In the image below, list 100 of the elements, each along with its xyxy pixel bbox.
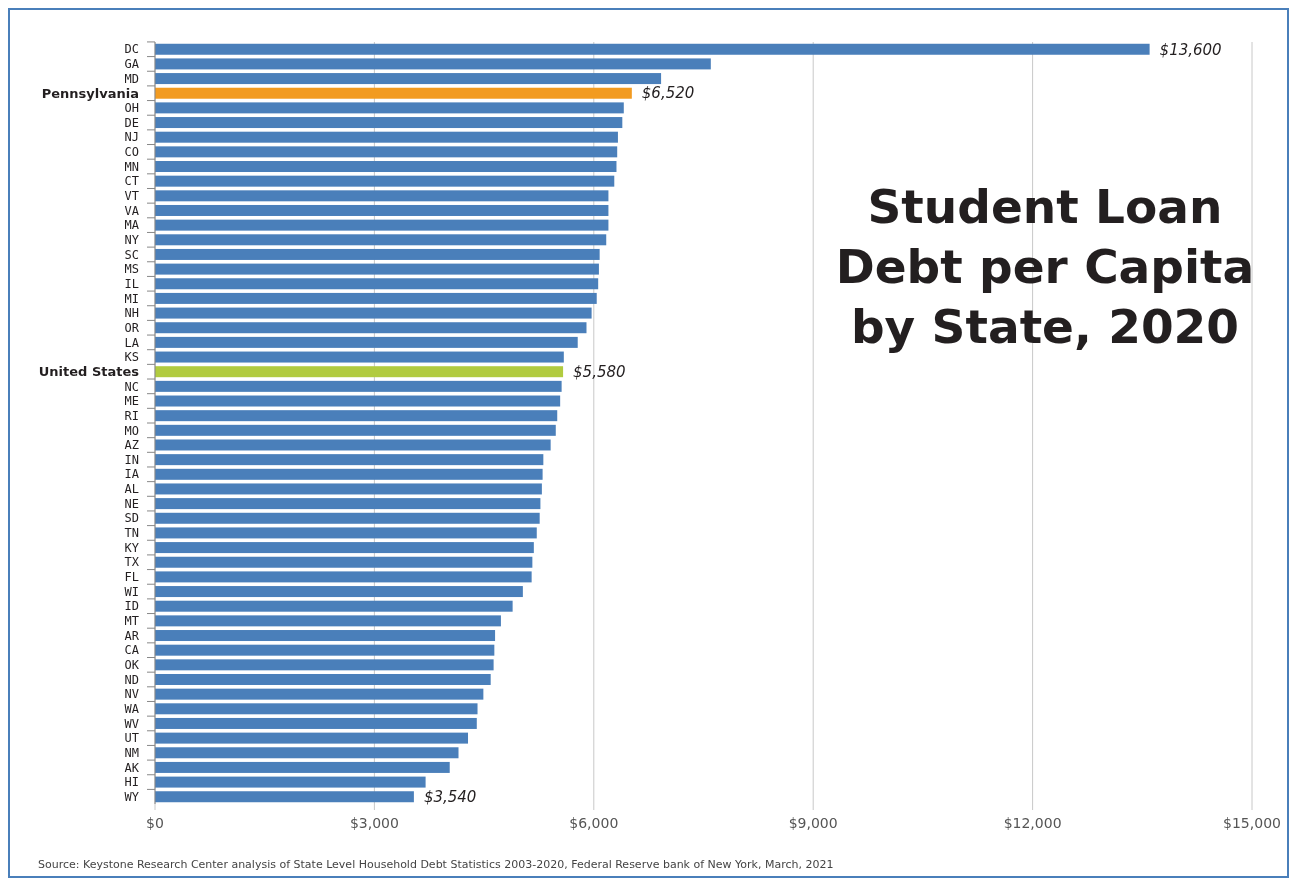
y-tick-label: VA — [124, 203, 140, 218]
data-label: $13,600 — [1159, 40, 1222, 59]
y-tick-label: GA — [124, 57, 140, 72]
y-tick-label: NV — [124, 687, 139, 702]
x-tick-label: $6,000 — [569, 815, 619, 831]
y-tick-label: KY — [124, 540, 140, 555]
bar — [155, 278, 599, 290]
bar — [155, 204, 609, 216]
bar — [155, 366, 564, 378]
y-tick-label: TX — [124, 555, 140, 570]
bar — [155, 410, 558, 422]
y-tick-label: OH — [124, 101, 139, 116]
bar — [155, 380, 562, 392]
y-tick-label: DC — [124, 42, 139, 57]
bar — [155, 615, 501, 627]
y-tick-label: ID — [124, 599, 139, 614]
bar — [155, 351, 564, 363]
bar — [155, 791, 414, 803]
bar — [155, 542, 534, 554]
y-tick-label: WY — [124, 789, 140, 804]
y-tick-label: NE — [124, 496, 139, 511]
bar — [155, 703, 478, 715]
y-tick-label: CT — [124, 174, 139, 189]
y-tick-label: IN — [124, 452, 139, 467]
bar — [155, 688, 484, 700]
bar — [155, 644, 495, 656]
y-tick-label: SD — [124, 511, 139, 526]
bar — [155, 747, 459, 759]
x-tick-label: $12,000 — [1003, 815, 1062, 831]
bar — [155, 483, 542, 495]
y-tick-label: AZ — [124, 438, 139, 453]
y-tick-label: MD — [124, 71, 139, 86]
y-tick-label: NJ — [124, 130, 139, 145]
bar — [155, 117, 623, 129]
bar — [155, 498, 541, 510]
y-tick-label: NC — [124, 379, 139, 394]
bar — [155, 454, 544, 466]
bar — [155, 600, 513, 612]
bar — [155, 58, 711, 70]
y-tick-label: MN — [124, 159, 139, 174]
bar — [155, 674, 491, 685]
bar — [155, 248, 600, 260]
bar — [155, 776, 426, 788]
bar — [155, 717, 477, 729]
y-tick-label: SC — [124, 247, 139, 262]
bar — [155, 761, 450, 773]
y-tick-label: MS — [124, 262, 139, 277]
y-tick-label: CO — [124, 145, 139, 160]
text: Student Loan Debt per Capita by State, 2020 — [835, 179, 1255, 354]
bar — [155, 439, 551, 451]
y-tick-label: DE — [124, 115, 139, 130]
bar — [155, 586, 523, 598]
bar — [155, 322, 587, 334]
bar — [155, 395, 561, 407]
bar — [155, 556, 533, 568]
y-tick-label: MI — [124, 291, 139, 306]
y-tick-label: RI — [124, 408, 139, 423]
y-tick-label: MT — [124, 614, 139, 629]
y-tick-label: HI — [124, 775, 139, 790]
y-tick-label: IA — [124, 467, 140, 482]
data-label: $6,520 — [641, 84, 695, 103]
y-tick-label: WI — [124, 584, 139, 599]
bar — [155, 468, 543, 480]
bar — [155, 219, 609, 231]
bar — [155, 146, 618, 158]
x-tick-label: $3,000 — [349, 815, 399, 831]
y-tick-label: CA — [124, 643, 140, 658]
y-tick-label: AL — [124, 482, 139, 497]
data-label: $5,580 — [573, 362, 626, 381]
bar — [155, 234, 607, 246]
bar — [155, 43, 1150, 55]
bar — [155, 175, 615, 187]
bar — [155, 336, 578, 348]
source-note: Source: Keystone Research Center analysis of State Level Household Debt Statistics 2003-2020, Federal Reserve bank of New York, March, 2021 — [38, 858, 834, 871]
y-tick-label: FL — [124, 570, 139, 585]
y-tick-label: WA — [124, 702, 140, 717]
y-tick-label: United States — [38, 364, 140, 380]
data-label: $3,540 — [423, 787, 477, 806]
y-tick-label: KS — [124, 350, 139, 365]
y-tick-label: NH — [124, 306, 139, 321]
bar — [155, 732, 469, 744]
y-tick-label: MO — [124, 423, 139, 438]
bar — [155, 424, 556, 436]
bar — [155, 512, 540, 524]
x-tick-label: $9,000 — [788, 815, 838, 831]
y-tick-label: UT — [124, 731, 139, 746]
bar — [155, 73, 662, 85]
y-tick-label: VT — [124, 189, 139, 204]
bar — [155, 659, 494, 671]
y-tick-label: TN — [124, 526, 139, 541]
y-tick-label: ME — [124, 394, 139, 409]
bar — [155, 571, 532, 583]
x-tick-label: $0 — [146, 815, 164, 831]
bar — [155, 190, 609, 202]
x-tick-label: $15,000 — [1223, 815, 1281, 831]
y-tick-label: OR — [124, 320, 140, 335]
y-tick-label: IL — [124, 276, 139, 291]
y-tick-label: Pennsylvania — [41, 85, 139, 101]
y-tick-label: WV — [124, 716, 139, 731]
y-tick-label: OK — [124, 658, 140, 673]
